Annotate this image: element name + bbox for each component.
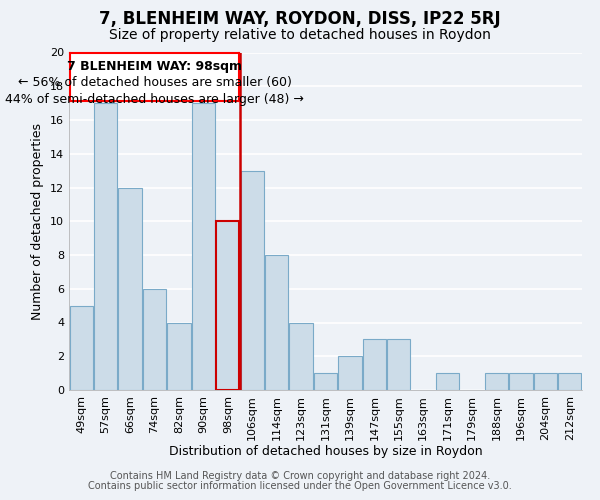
Bar	[534, 373, 557, 390]
Bar	[314, 373, 337, 390]
Bar	[118, 188, 142, 390]
Text: Contains HM Land Registry data © Crown copyright and database right 2024.: Contains HM Land Registry data © Crown c…	[110, 471, 490, 481]
Y-axis label: Number of detached properties: Number of detached properties	[31, 122, 44, 320]
Bar	[363, 340, 386, 390]
Bar	[265, 255, 288, 390]
Bar	[216, 221, 239, 390]
Bar	[143, 289, 166, 390]
Text: Contains public sector information licensed under the Open Government Licence v3: Contains public sector information licen…	[88, 481, 512, 491]
Bar	[436, 373, 459, 390]
Bar	[192, 103, 215, 390]
Bar	[387, 340, 410, 390]
Bar	[94, 103, 117, 390]
Text: Size of property relative to detached houses in Roydon: Size of property relative to detached ho…	[109, 28, 491, 42]
Bar	[338, 356, 362, 390]
Text: 7, BLENHEIM WAY, ROYDON, DISS, IP22 5RJ: 7, BLENHEIM WAY, ROYDON, DISS, IP22 5RJ	[99, 10, 501, 28]
Bar	[558, 373, 581, 390]
X-axis label: Distribution of detached houses by size in Roydon: Distribution of detached houses by size …	[169, 446, 482, 458]
Bar	[167, 322, 191, 390]
Bar	[241, 170, 264, 390]
Bar	[289, 322, 313, 390]
Bar	[70, 306, 93, 390]
Bar	[509, 373, 533, 390]
Bar	[485, 373, 508, 390]
